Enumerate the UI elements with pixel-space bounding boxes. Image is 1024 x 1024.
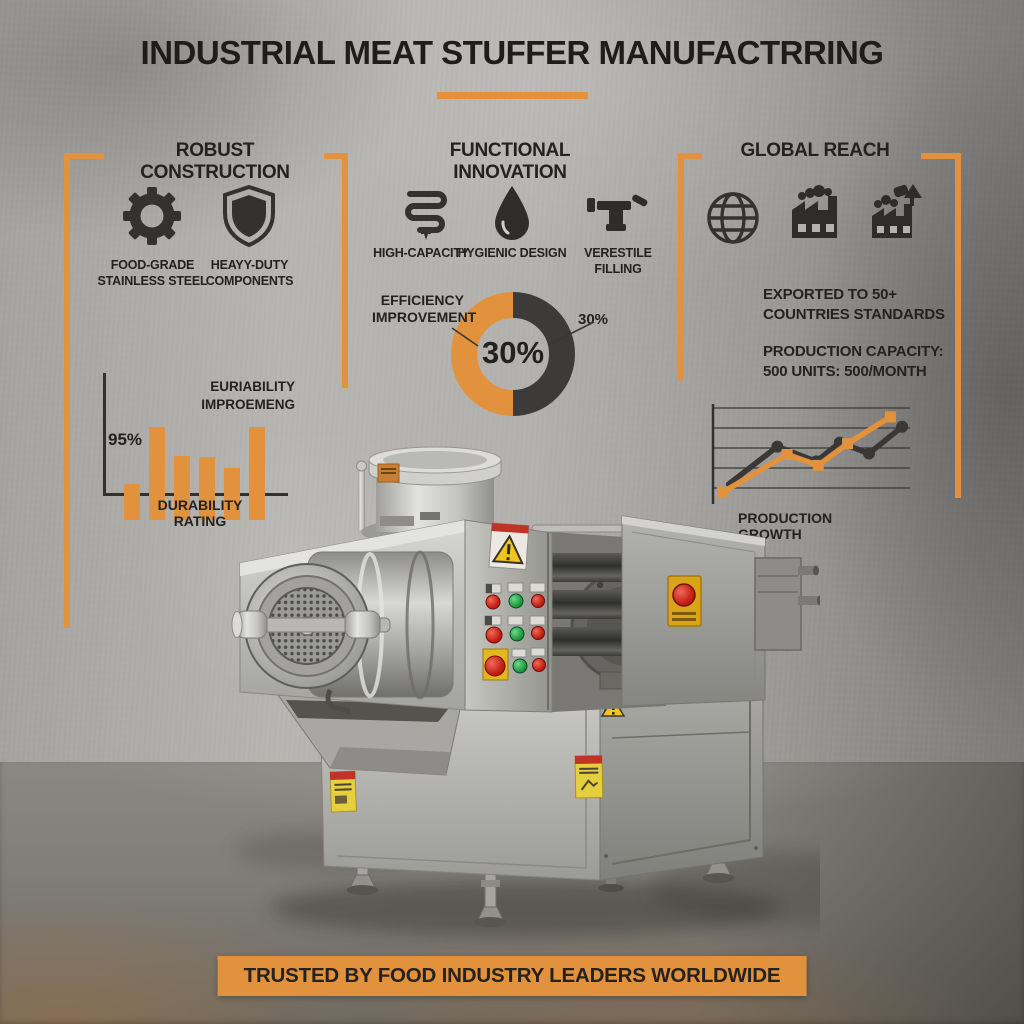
factory-growth-icon <box>866 182 928 242</box>
feature-label: HYGIENIC DESIGN <box>457 246 567 260</box>
droplet-icon <box>490 184 534 242</box>
button-row-1 <box>485 582 546 610</box>
button-row-2 <box>484 615 546 644</box>
divider-1-vertical <box>342 153 348 388</box>
bar <box>149 427 165 520</box>
donut-callout-right-label: 30% <box>578 311 609 328</box>
feature-label: HIGH-CAPACITY <box>373 246 469 260</box>
shield-icon <box>221 185 277 247</box>
button-row-3 <box>482 647 546 681</box>
bottom-banner: TRUSTED BY FOOD INDUSTRY LEADERS WORLDWI… <box>217 956 807 996</box>
right-bracket-vertical <box>955 153 961 498</box>
globe-icon <box>705 190 761 246</box>
feature-label: FOOD-GRADE STAINLESS STEEL <box>97 258 208 288</box>
divider-2-vertical <box>678 153 684 381</box>
column-title-robust: ROBUST CONSTRUCTION <box>140 140 290 183</box>
stat-capacity: PRODUCTION CAPACITY: 500 UNITS: 500/MONT… <box>763 343 944 380</box>
bar-chart-axis <box>103 373 288 496</box>
right-bracket-horizontal <box>921 153 961 159</box>
column-title-functional: FUNCTIONAL INNOVATION <box>449 140 571 183</box>
title-underline <box>437 92 588 99</box>
bar-chart-xlabel: DURABILITY RATING <box>157 497 243 529</box>
column-warning-sticker <box>488 522 530 571</box>
coil-bulb-icon <box>400 186 450 242</box>
donut-callout-left-label: EFFICIENCY IMPROVEMENT <box>372 292 477 325</box>
factory-icon <box>788 184 848 242</box>
donut-center-label: 30% <box>481 335 545 370</box>
feature-label: VERESTILE FILLING <box>584 246 652 276</box>
bar <box>199 457 215 520</box>
bar <box>249 427 265 520</box>
warning-sticker <box>329 770 357 813</box>
right-cabinet <box>621 515 820 707</box>
bar <box>124 484 140 520</box>
divider-2-horizontal <box>678 153 702 159</box>
meat-stuffer-machine-image <box>180 420 820 950</box>
nozzle-icon <box>585 190 651 238</box>
warning-sticker <box>574 755 604 799</box>
control-panel <box>482 582 546 681</box>
efficiency-donut-chart <box>420 271 610 441</box>
stat-exported: EXPORTED TO 50+ COUNTRIES STANDARDS <box>763 286 945 323</box>
emergency-stop-button <box>672 583 696 607</box>
page-title: INDUSTRIAL MEAT STUFFER MANUFACTRRING <box>140 34 884 71</box>
discharge-tray <box>277 694 463 776</box>
grinder-barrel <box>231 550 454 714</box>
main-stop-button <box>484 655 506 677</box>
left-bracket-vertical <box>64 153 70 628</box>
column-title-global: GLOBAL REACH <box>740 140 890 161</box>
bar-chart-tick-label: 95% <box>108 430 143 449</box>
durability-bar-chart: 95% EURIABILITY IMPROEMENG DURABILITY RA… <box>100 370 295 529</box>
feature-label: HEAYY-DUTY COMPONENTS <box>205 258 294 288</box>
bar <box>174 456 190 520</box>
left-bracket-horizontal <box>64 153 104 159</box>
divider-1-horizontal <box>324 153 348 159</box>
bar-chart-annotation: EURIABILITY IMPROEMENG <box>201 379 295 412</box>
gear-icon <box>122 186 182 246</box>
bar-chart-bars <box>124 403 265 520</box>
bar <box>224 468 240 520</box>
production-growth-line-chart <box>708 400 918 535</box>
